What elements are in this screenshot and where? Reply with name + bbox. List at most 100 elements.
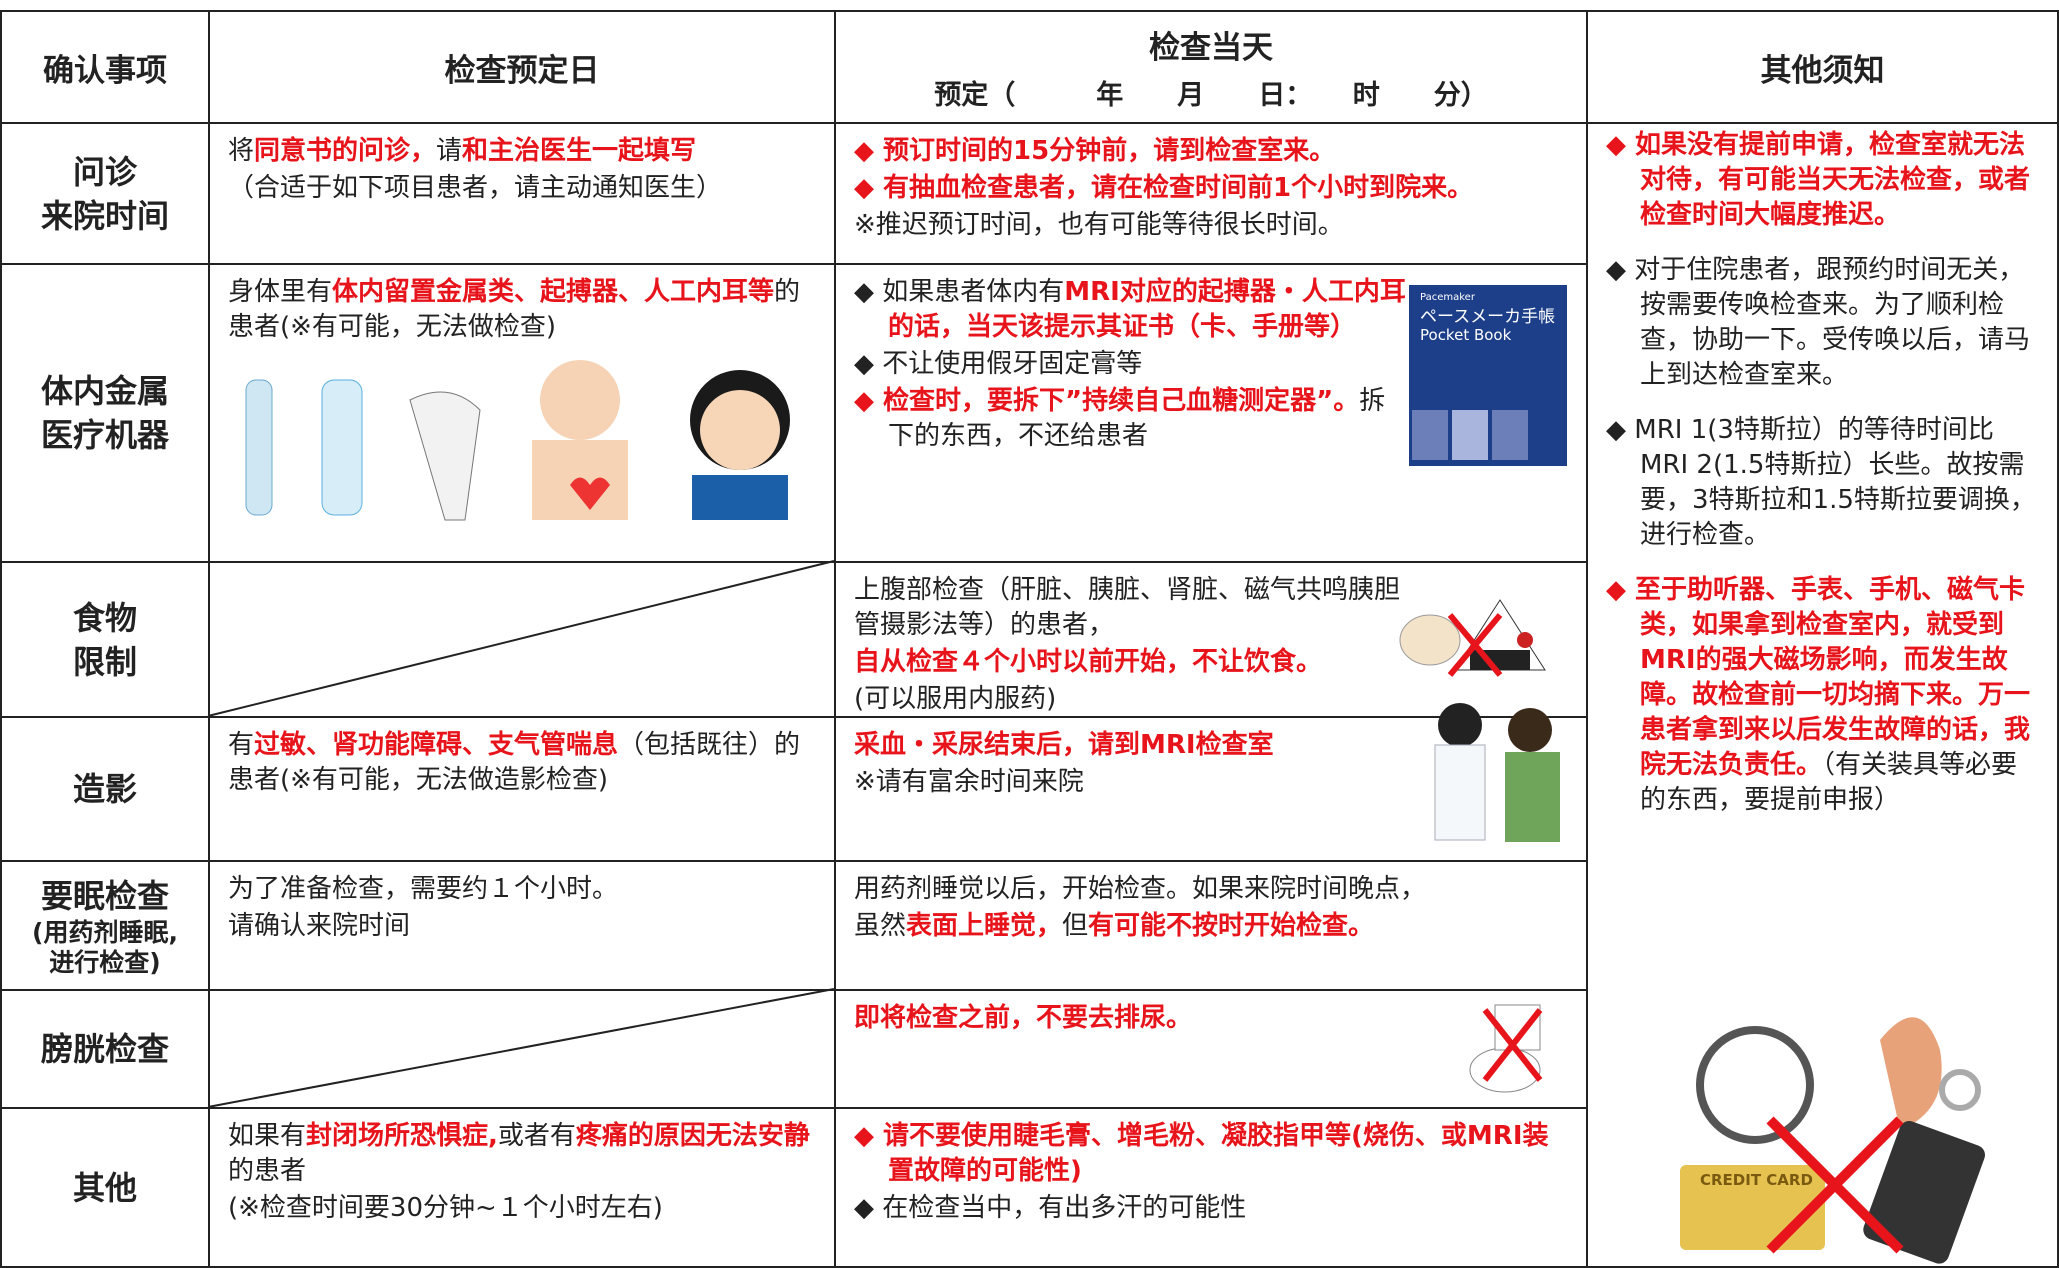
paragraph: 采血・采尿结束后，请到MRI检查室	[854, 728, 1416, 763]
text-run: 封闭场所恐惧症,	[306, 1121, 498, 1151]
text-run: ◆ 预订时间的15分钟前，请到检查室来。	[854, 136, 1336, 166]
text-run: ※请有富余时间来院	[854, 767, 1084, 797]
day-cell: 采血・采尿结束后，请到MRI检查室 ※请有富余时间来院	[834, 716, 1588, 862]
text-run: ◆ 有抽血检查患者，请在检查时间前1个小时到院来。	[854, 173, 1474, 203]
paragraph: ◆ 有抽血检查患者，请在检查时间前1个小时到院来。	[854, 171, 1568, 206]
text-run: MRI对应的起搏器・人工内耳的话，当天该提示其证书（卡、手册等）	[888, 277, 1406, 342]
text-run: （有关装具等必要的东西，要提前申报）	[1640, 750, 2018, 815]
paragraph: 请确认来院时间	[228, 909, 816, 944]
text-run: ※推迟预订时间，也有可能等待很长时间。	[854, 210, 1344, 240]
text-run: ◆ 如果患者体内有	[854, 277, 1065, 307]
day-cell: ◆ 如果患者体内有MRI对应的起搏器・人工内耳的话，当天该提示其证书（卡、手册等…	[834, 263, 1588, 563]
paragraph: （合适于如下项目患者，请主动通知医生）	[228, 171, 816, 206]
text-run: 身体里有	[228, 277, 333, 307]
text-run: ◆ 不让使用假牙固定膏等	[854, 349, 1143, 379]
text-run: 为了准备检查，需要约１个小时。	[228, 874, 619, 904]
row-label: 造影	[0, 716, 210, 862]
text-run: ◆ 在检查当中，有出多汗的可能性	[854, 1193, 1247, 1223]
text-run: 即将检查之前，不要去排尿。	[854, 1003, 1193, 1033]
text-run: ◆ 如果没有提前申请，检查室就无法对待，有可能当天无法检查，或者检查时间大幅度推…	[1606, 130, 2031, 230]
text-run: 将	[228, 136, 255, 166]
text-run: 拆下的东西，不还给患者	[888, 386, 1386, 451]
text-run: 的患者(※有可能，无法做检查)	[228, 277, 801, 342]
label-line: 其他	[72, 1168, 137, 1207]
text-run: （包括既往）的患者(※有可能，无法做造影检查)	[228, 730, 801, 795]
text-run: ◆ 对于住院患者，跟预约时间无关，按需要传唤检查来。为了顺利检查，协助一下。受传…	[1606, 255, 2031, 390]
paragraph: 上腹部检查（肝脏、胰脏、肾脏、磁气共鸣胰胆管摄影法等）的患者，	[854, 573, 1416, 643]
text-run: 或者有	[497, 1121, 576, 1151]
label-line: 进行检查)	[49, 947, 161, 977]
paragraph: 即将检查之前，不要去排尿。	[854, 1001, 1568, 1036]
header-text: 检查预定日	[444, 52, 600, 89]
text-run: 自从检查４个小时以前开始，不让饮食。	[854, 647, 1323, 677]
scheduled-cell: 将同意书的问诊，请和主治医生一起填写 （合适于如下项目患者，请主动通知医生）	[208, 122, 836, 265]
day-cell: 用药剂睡觉以后，开始检查。如果来院时间晚点， 虽然表面上睡觉，但有可能不按时开始检…	[834, 860, 1588, 991]
paragraph: ※推迟预订时间，也有可能等待很长时间。	[854, 208, 1568, 243]
paragraph: ◆ 如果没有提前申请，检查室就无法对待，有可能当天无法检查，或者检查时间大幅度推…	[1606, 128, 2039, 233]
paragraph: ◆ 对于住院患者，跟预约时间无关，按需要传唤检查来。为了顺利检查，协助一下。受传…	[1606, 253, 2039, 393]
row-label: 问诊 来院时间	[0, 122, 210, 265]
text-run: 过敏、肾功能障碍、支气管喘息	[254, 730, 619, 760]
text-run: 请确认来院时间	[228, 911, 411, 941]
text-run: ◆ 请不要使用睫毛膏、增毛粉、凝胶指甲等(烧伤、或MRI装置故障的可能性)	[854, 1121, 1549, 1186]
text-run: 的患者	[228, 1156, 307, 1186]
row-label: 其他	[0, 1107, 210, 1268]
text-run: ◆ 检查时，要拆下”持续自己血糖测定器”。	[854, 386, 1360, 416]
text-run: 上腹部检查（肝脏、胰脏、肾脏、磁气共鸣胰胆管摄影法等）的患者，	[854, 575, 1401, 640]
paragraph: ◆ MRI 1(3特斯拉）的等待时间比MRI 2(1.5特斯拉）长些。故按需要，…	[1606, 413, 2039, 553]
label-line: 问诊	[72, 152, 137, 191]
paragraph: 用药剂睡觉以后，开始检查。如果来院时间晚点，	[854, 872, 1568, 907]
paragraph: 虽然表面上睡觉，但有可能不按时开始检查。	[854, 909, 1568, 944]
paragraph: ◆ 预订时间的15分钟前，请到检查室来。	[854, 134, 1568, 169]
text-run: 体内留置金属类、起搏器、人工内耳等	[332, 277, 775, 307]
row-label: 膀胱检查	[0, 989, 210, 1109]
paragraph: 自从检查４个小时以前开始，不让饮食。	[854, 645, 1416, 680]
label-line: 食物	[72, 598, 137, 637]
day-cell: ◆ 请不要使用睫毛膏、增毛粉、凝胶指甲等(烧伤、或MRI装置故障的可能性) ◆ 在…	[834, 1107, 1588, 1268]
text-run: ◆ 至于助听器、手表、手机、磁气卡类，如果拿到检查室内，就受到MRI的强大磁场影…	[1606, 575, 2031, 780]
text-run: 如果有	[228, 1121, 307, 1151]
day-cell: 上腹部检查（肝脏、胰脏、肾脏、磁气共鸣胰胆管摄影法等）的患者， 自从检查４个小时以…	[834, 561, 1588, 718]
paragraph: ◆ 在检查当中，有出多汗的可能性	[854, 1191, 1568, 1226]
text-run: 请	[436, 136, 463, 166]
header-text: 检查当天	[1149, 30, 1273, 66]
label-line: 要眠检查	[40, 876, 169, 915]
text-run: 表面上睡觉，	[906, 911, 1063, 941]
scheduled-cell	[208, 561, 836, 718]
paragraph: (可以服用内服药)	[854, 682, 1416, 717]
row-label: 要眠检查 (用药剂睡眠, 进行检查)	[0, 860, 210, 991]
header-cell: 检查预定日	[208, 10, 836, 124]
header-text: 确认事项	[43, 52, 167, 89]
text-run: 有可能不按时开始检查。	[1088, 911, 1375, 941]
text-run: (※检查时间要30分钟~１个小时左右)	[228, 1193, 663, 1223]
scheduled-cell: 有过敏、肾功能障碍、支气管喘息（包括既往）的患者(※有可能，无法做造影检查)	[208, 716, 836, 862]
day-cell: ◆ 预订时间的15分钟前，请到检查室来。 ◆ 有抽血检查患者，请在检查时间前1个小…	[834, 122, 1588, 265]
paragraph: ◆ 请不要使用睫毛膏、增毛粉、凝胶指甲等(烧伤、或MRI装置故障的可能性)	[854, 1119, 1568, 1189]
label-line: 造影	[72, 770, 137, 808]
header-text: 其他须知	[1760, 52, 1885, 89]
text-run: （合适于如下项目患者，请主动通知医生）	[228, 173, 723, 203]
row-label: 食物 限制	[0, 561, 210, 718]
paragraph: 身体里有体内留置金属类、起搏器、人工内耳等的患者(※有可能，无法做检查)	[228, 275, 816, 345]
label-line: 体内金属	[40, 372, 169, 410]
label-line: 来院时间	[40, 196, 169, 235]
label-line: (用药剂睡眠,	[32, 917, 178, 947]
text-run: 采血・采尿结束后，请到MRI检查室	[854, 730, 1274, 760]
text-run: 但	[1062, 911, 1089, 941]
text-run: 有	[228, 730, 255, 760]
text-run: (可以服用内服药)	[854, 684, 1057, 714]
paragraph: (※检查时间要30分钟~１个小时左右)	[228, 1191, 816, 1226]
paragraph: 有过敏、肾功能障碍、支气管喘息（包括既往）的患者(※有可能，无法做造影检查)	[228, 728, 816, 798]
text-run: ◆ MRI 1(3特斯拉）的等待时间比MRI 2(1.5特斯拉）长些。故按需要，…	[1606, 415, 2036, 550]
header-cell: 确认事项	[0, 10, 210, 124]
paragraph: ◆ 检查时，要拆下”持续自己血糖测定器”。拆下的东西，不还给患者	[854, 384, 1406, 454]
label-line: 限制	[72, 642, 137, 681]
paragraph: ◆ 至于助听器、手表、手机、磁气卡类，如果拿到检查室内，就受到MRI的强大磁场影…	[1606, 573, 2039, 818]
day-cell: 即将检查之前，不要去排尿。	[834, 989, 1588, 1109]
scheduled-cell: 如果有封闭场所恐惧症,或者有疼痛的原因无法安静的患者 (※检查时间要30分钟~１个…	[208, 1107, 836, 1268]
paragraph: 将同意书的问诊，请和主治医生一起填写	[228, 134, 816, 169]
label-line: 膀胱检查	[40, 1030, 169, 1068]
text-run: 和主治医生一起填写	[462, 136, 697, 166]
label-line: 医疗机器	[40, 416, 169, 454]
